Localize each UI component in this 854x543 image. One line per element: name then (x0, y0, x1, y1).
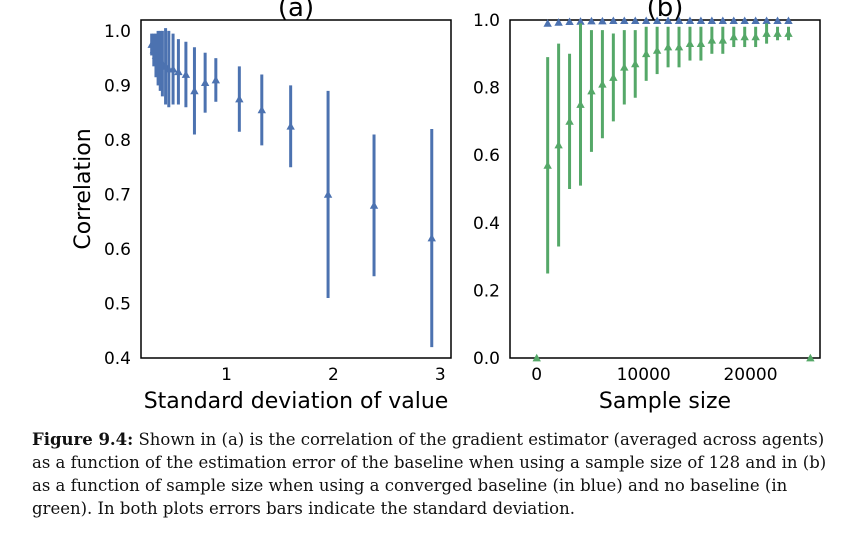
data-point (565, 17, 574, 26)
data-point (190, 86, 199, 95)
x-tick-label: 10000 (617, 365, 671, 385)
panel-b: (b) 0 10000 20000 0.0 0.2 0.4 0.6 0.8 1.0 Sample s… (473, 0, 821, 414)
y-tick-label: 0.5 (104, 294, 131, 314)
data-point (200, 78, 210, 87)
data-point (598, 16, 607, 25)
data-point (718, 36, 728, 44)
data-point (751, 16, 760, 25)
y-tick-label: 0.2 (473, 281, 500, 301)
data-point (806, 353, 815, 362)
data-point (641, 49, 651, 58)
y-tick-label: 0.6 (473, 146, 500, 166)
plot-area (532, 16, 815, 362)
data-point (576, 100, 585, 108)
y-axis-label: Correlation (71, 128, 96, 249)
x-axis-label: Sample size (599, 389, 731, 414)
series-0 (543, 16, 793, 27)
data-point (576, 17, 585, 25)
data-point (565, 117, 574, 125)
panel-a: (a) 1 2 3 0.4 0.5 0.6 0.7 0.8 0.9 1.0 Standard devi… (71, 0, 452, 414)
series-0 (147, 28, 436, 348)
data-point (369, 201, 379, 209)
caption-label: Figure 9.4: (32, 430, 134, 449)
data-point (587, 86, 596, 95)
figure-canvas: (a) 1 2 3 0.4 0.5 0.6 0.7 0.8 0.9 1.0 Standard devi… (71, 0, 821, 414)
x-tick-label: 3 (435, 365, 446, 385)
chart-title: (a) (278, 0, 314, 23)
data-point (696, 16, 706, 25)
data-point (740, 32, 749, 41)
data-point (620, 63, 629, 71)
data-point (587, 16, 596, 25)
caption-text: Shown in (a) is the correlation of the g… (32, 430, 827, 518)
data-point (707, 36, 717, 44)
y-tick-label: 0.6 (104, 240, 131, 260)
data-point (286, 122, 295, 130)
data-point (685, 16, 695, 25)
data-point (762, 16, 771, 25)
data-point (674, 16, 684, 25)
data-point (685, 39, 695, 48)
data-point (168, 64, 178, 73)
data-point (674, 42, 684, 51)
data-point (211, 75, 221, 84)
data-point (554, 18, 563, 26)
data-point (174, 67, 183, 76)
data-point (641, 16, 651, 25)
data-point (663, 42, 673, 51)
data-point (235, 94, 244, 103)
data-point (543, 19, 552, 27)
data-point (609, 16, 618, 25)
data-point (323, 190, 333, 198)
data-point (554, 140, 563, 149)
y-tick-label: 0.4 (473, 214, 500, 234)
data-point (598, 80, 607, 88)
x-tick-label: 20000 (723, 365, 777, 385)
data-point (620, 16, 629, 25)
data-point (784, 16, 793, 25)
data-point (427, 233, 436, 242)
data-point (773, 16, 782, 25)
data-point (718, 16, 728, 25)
y-tick-label: 0.4 (104, 349, 131, 369)
data-point (707, 16, 717, 25)
data-point (663, 16, 673, 25)
data-point (181, 70, 191, 78)
x-axis-label: Standard deviation of value (144, 389, 449, 414)
data-point (652, 46, 662, 54)
data-point (609, 73, 618, 81)
x-tick-label: 2 (328, 365, 339, 385)
y-tick-label: 0.7 (104, 185, 131, 205)
data-point (696, 39, 706, 48)
data-point (751, 32, 760, 41)
x-tick-label: 0 (531, 365, 542, 385)
plot-area (147, 28, 436, 348)
y-tick-label: 0.0 (473, 349, 500, 369)
series-1 (532, 23, 815, 362)
data-point (729, 32, 738, 41)
data-point (257, 105, 266, 114)
data-point (773, 29, 782, 37)
data-point (631, 59, 640, 68)
plot-frame (509, 19, 821, 359)
chart-title: (b) (647, 0, 684, 23)
x-tick-label: 1 (221, 365, 232, 385)
y-tick-label: 1.0 (473, 11, 500, 31)
data-point (740, 16, 749, 25)
y-tick-label: 1.0 (104, 22, 131, 42)
plot-frame (140, 19, 452, 359)
data-point (784, 29, 793, 37)
y-tick-label: 0.8 (473, 79, 500, 99)
data-point (631, 16, 640, 25)
data-point (532, 353, 541, 362)
data-point (729, 16, 738, 25)
data-point (652, 16, 662, 25)
figure-caption: Figure 9.4: Shown in (a) is the correlat… (32, 428, 832, 520)
data-point (762, 29, 771, 37)
y-tick-label: 0.9 (104, 76, 131, 96)
y-tick-label: 0.8 (104, 131, 131, 151)
data-point (543, 161, 552, 169)
